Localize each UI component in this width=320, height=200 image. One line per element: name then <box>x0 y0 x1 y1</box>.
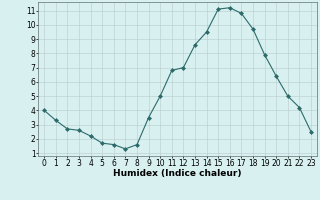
X-axis label: Humidex (Indice chaleur): Humidex (Indice chaleur) <box>113 169 242 178</box>
